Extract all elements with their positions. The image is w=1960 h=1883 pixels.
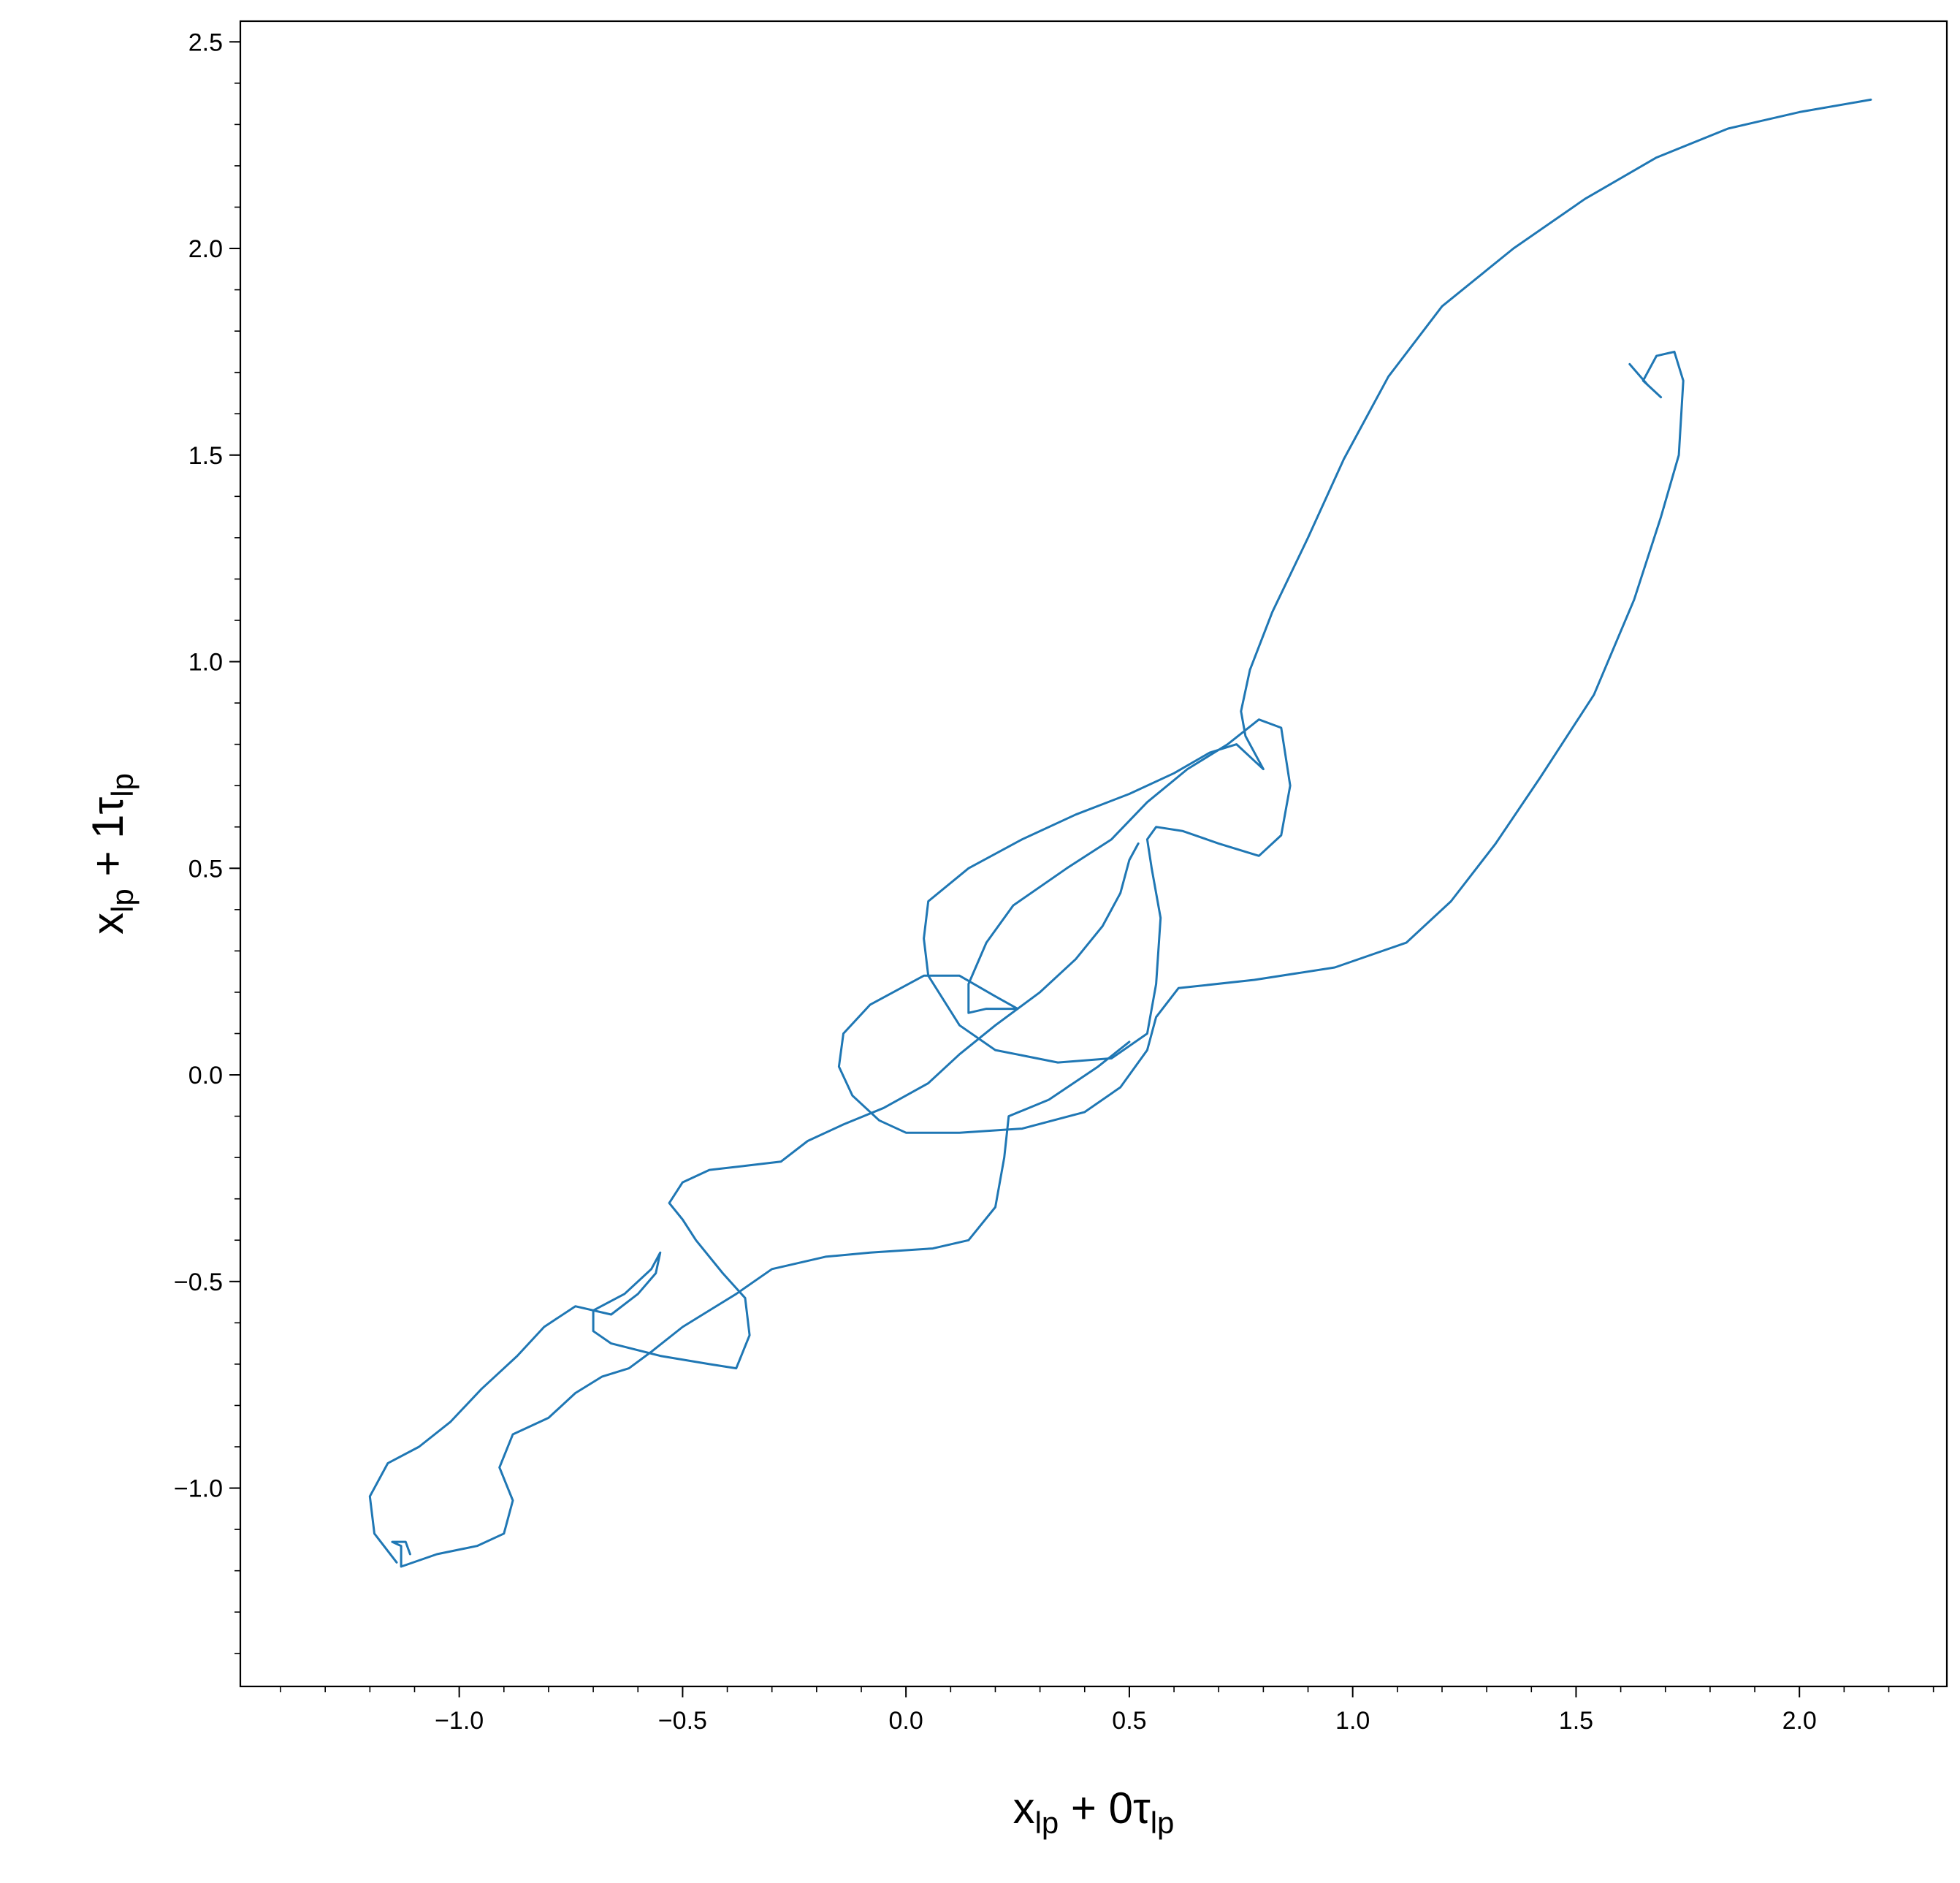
x-tick-label: 0.0 (889, 1707, 923, 1735)
y-tick-label: 1.5 (188, 442, 223, 470)
y-axis-label: xlp + 1τlp (83, 773, 140, 935)
y-tick-label: 2.5 (188, 28, 223, 56)
y-tick-label: 2.0 (188, 235, 223, 263)
x-tick-label: 0.5 (1112, 1707, 1146, 1735)
x-tick-label: 1.0 (1335, 1707, 1370, 1735)
x-tick-label: 1.5 (1559, 1707, 1593, 1735)
plot-frame (239, 20, 1948, 1688)
x-tick-label: −1.0 (435, 1707, 484, 1735)
y-axis-label-sub1: lp (105, 889, 140, 913)
y-tick-label: 0.0 (188, 1062, 223, 1089)
series-layer (368, 98, 1872, 1568)
x-axis-label-sub2: lp (1151, 1806, 1175, 1840)
y-tick-label: 0.5 (188, 855, 223, 883)
x-axis-label-main: x (1013, 1784, 1035, 1833)
y-axis-label-mid: + 1τ (83, 796, 132, 889)
y-tick-label: 1.0 (188, 649, 223, 677)
x-axis-label-mid: + 0τ (1059, 1784, 1151, 1833)
x-tick-label: 2.0 (1782, 1707, 1817, 1735)
series-line-3 (368, 842, 1140, 1564)
y-axis-label-main: x (83, 913, 132, 935)
y-tick-label: −1.0 (174, 1475, 223, 1503)
x-axis-label: xlp + 0τlp (1013, 1784, 1175, 1840)
y-axis-label-sub2: lp (105, 773, 140, 797)
tick-marks (229, 41, 1934, 1697)
tick-labels: −1.0 −0.5 0.0 0.5 1.0 1.5 2.0 −1.0 −0.5 0.0 0.5 1.0… (174, 28, 1817, 1735)
x-tick-label: −0.5 (658, 1707, 707, 1735)
series-line-2 (391, 1041, 1131, 1568)
y-tick-label: −0.5 (174, 1268, 223, 1296)
x-axis-label-sub1: lp (1035, 1806, 1059, 1840)
series-line-1 (837, 98, 1872, 1134)
